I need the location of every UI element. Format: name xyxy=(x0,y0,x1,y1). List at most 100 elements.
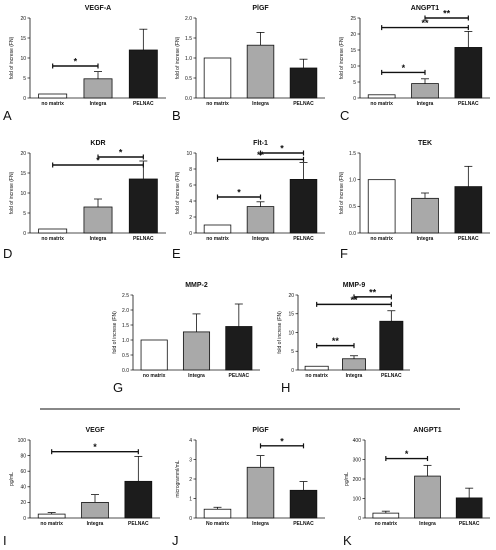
y-tick-label: 10 xyxy=(350,64,356,70)
y-axis-label: fold of increse (FN) xyxy=(9,171,15,214)
y-tick-label: 2.0 xyxy=(122,308,129,314)
y-tick-label: 2 xyxy=(189,215,192,221)
panel-letter: A xyxy=(3,108,12,123)
y-tick-label: 6 xyxy=(189,183,192,189)
y-tick-label: 3 xyxy=(189,457,192,463)
chart-title: ANGPT1 xyxy=(413,427,442,434)
bar-no-matrix xyxy=(367,94,396,99)
y-tick-label: 20 xyxy=(350,32,356,38)
y-tick-label: 0 xyxy=(23,231,26,237)
bar-integra xyxy=(411,83,439,99)
y-tick-label: 60 xyxy=(20,469,26,475)
x-category-label: Integra xyxy=(252,521,269,527)
x-category-label: Integra xyxy=(252,101,269,107)
significance-label: * xyxy=(405,449,409,459)
y-tick-label: 20 xyxy=(20,500,26,506)
x-category-label: PELNAC xyxy=(128,521,149,527)
y-tick-label: 2 xyxy=(189,477,192,483)
bar-pelnac xyxy=(128,178,158,234)
y-tick-label: 15 xyxy=(20,171,26,177)
bar-no-matrix xyxy=(38,93,68,99)
y-tick-label: 5 xyxy=(353,80,356,86)
y-tick-label: 4 xyxy=(189,199,192,205)
chart-title: VEGF-A xyxy=(85,5,111,12)
bar-no-matrix xyxy=(203,224,232,234)
significance-label: ** xyxy=(350,295,358,305)
bar-pelnac xyxy=(289,178,318,234)
bar-pelnac xyxy=(455,497,483,519)
y-axis-label: pg/mL xyxy=(9,472,15,486)
x-category-label: no matrix xyxy=(41,101,64,107)
x-category-label: no matrix xyxy=(370,101,393,107)
y-tick-label: 100 xyxy=(353,496,362,502)
x-category-label: Integra xyxy=(188,373,205,379)
chart-title: PlGF xyxy=(252,5,269,12)
significance-label: * xyxy=(96,156,100,166)
y-tick-label: 2.5 xyxy=(122,293,129,299)
y-tick-label: 10 xyxy=(20,191,26,197)
y-tick-label: 8 xyxy=(189,167,192,173)
bar-pelnac xyxy=(454,47,483,99)
x-category-label: Integra xyxy=(90,101,107,107)
bar-integra xyxy=(342,358,366,371)
panel-letter: H xyxy=(281,380,290,395)
significance-label: * xyxy=(280,144,284,154)
panel-letter: B xyxy=(172,108,181,123)
chart-title: PlGF xyxy=(252,427,269,434)
x-category-label: Integra xyxy=(419,521,436,527)
bar-integra xyxy=(81,501,109,519)
y-tick-label: 2.0 xyxy=(185,16,192,22)
y-tick-label: 10 xyxy=(186,151,192,157)
bar-integra xyxy=(83,78,113,99)
y-tick-label: 1.0 xyxy=(349,177,356,183)
significance-label: ** xyxy=(332,336,340,346)
significance-label: ** xyxy=(421,18,429,28)
bar-no-matrix xyxy=(37,513,66,519)
y-axis-label: fold of increse (FN) xyxy=(339,36,345,79)
bar-pelnac xyxy=(379,320,404,371)
significance-label: * xyxy=(74,57,78,67)
x-category-label: PELNAC xyxy=(458,101,479,107)
x-category-label: no matrix xyxy=(40,521,63,527)
significance-label: * xyxy=(237,188,241,198)
x-category-label: PELNAC xyxy=(293,101,314,107)
y-tick-label: 1.5 xyxy=(185,36,192,42)
bar-pelnac xyxy=(124,480,153,519)
y-tick-label: 0.0 xyxy=(122,368,129,374)
x-category-label: Integra xyxy=(417,101,434,107)
y-tick-label: 1 xyxy=(189,496,192,502)
y-tick-label: 0 xyxy=(358,516,361,522)
x-category-label: Integra xyxy=(90,236,107,242)
panel-letter: C xyxy=(340,108,349,123)
y-tick-label: 1.5 xyxy=(122,323,129,329)
x-category-label: Integra xyxy=(417,236,434,242)
y-tick-label: 200 xyxy=(353,477,362,483)
y-axis-label: fold of increse (FN) xyxy=(175,36,181,79)
chart-title: KDR xyxy=(90,140,105,147)
x-category-label: PELNAC xyxy=(229,373,250,379)
y-tick-label: 20 xyxy=(20,151,26,157)
bar-no-matrix xyxy=(367,179,396,234)
panel-letter: J xyxy=(172,533,179,548)
bar-no-matrix xyxy=(372,512,400,519)
x-category-label: PELNAC xyxy=(458,236,479,242)
y-axis-label: fold of increse (FN) xyxy=(9,36,15,79)
significance-label: * xyxy=(119,148,123,158)
y-axis-label: fold of increse (FN) xyxy=(339,171,345,214)
bar-pelnac xyxy=(128,49,158,99)
bar-integra xyxy=(246,206,275,234)
panel-letter: F xyxy=(340,246,348,261)
y-tick-label: 25 xyxy=(350,16,356,22)
panel-letter: D xyxy=(3,246,12,261)
x-category-label: PELNAC xyxy=(293,236,314,242)
x-category-label: no matrix xyxy=(305,373,328,379)
x-category-label: PELNAC xyxy=(133,236,154,242)
x-category-label: Integra xyxy=(87,521,104,527)
